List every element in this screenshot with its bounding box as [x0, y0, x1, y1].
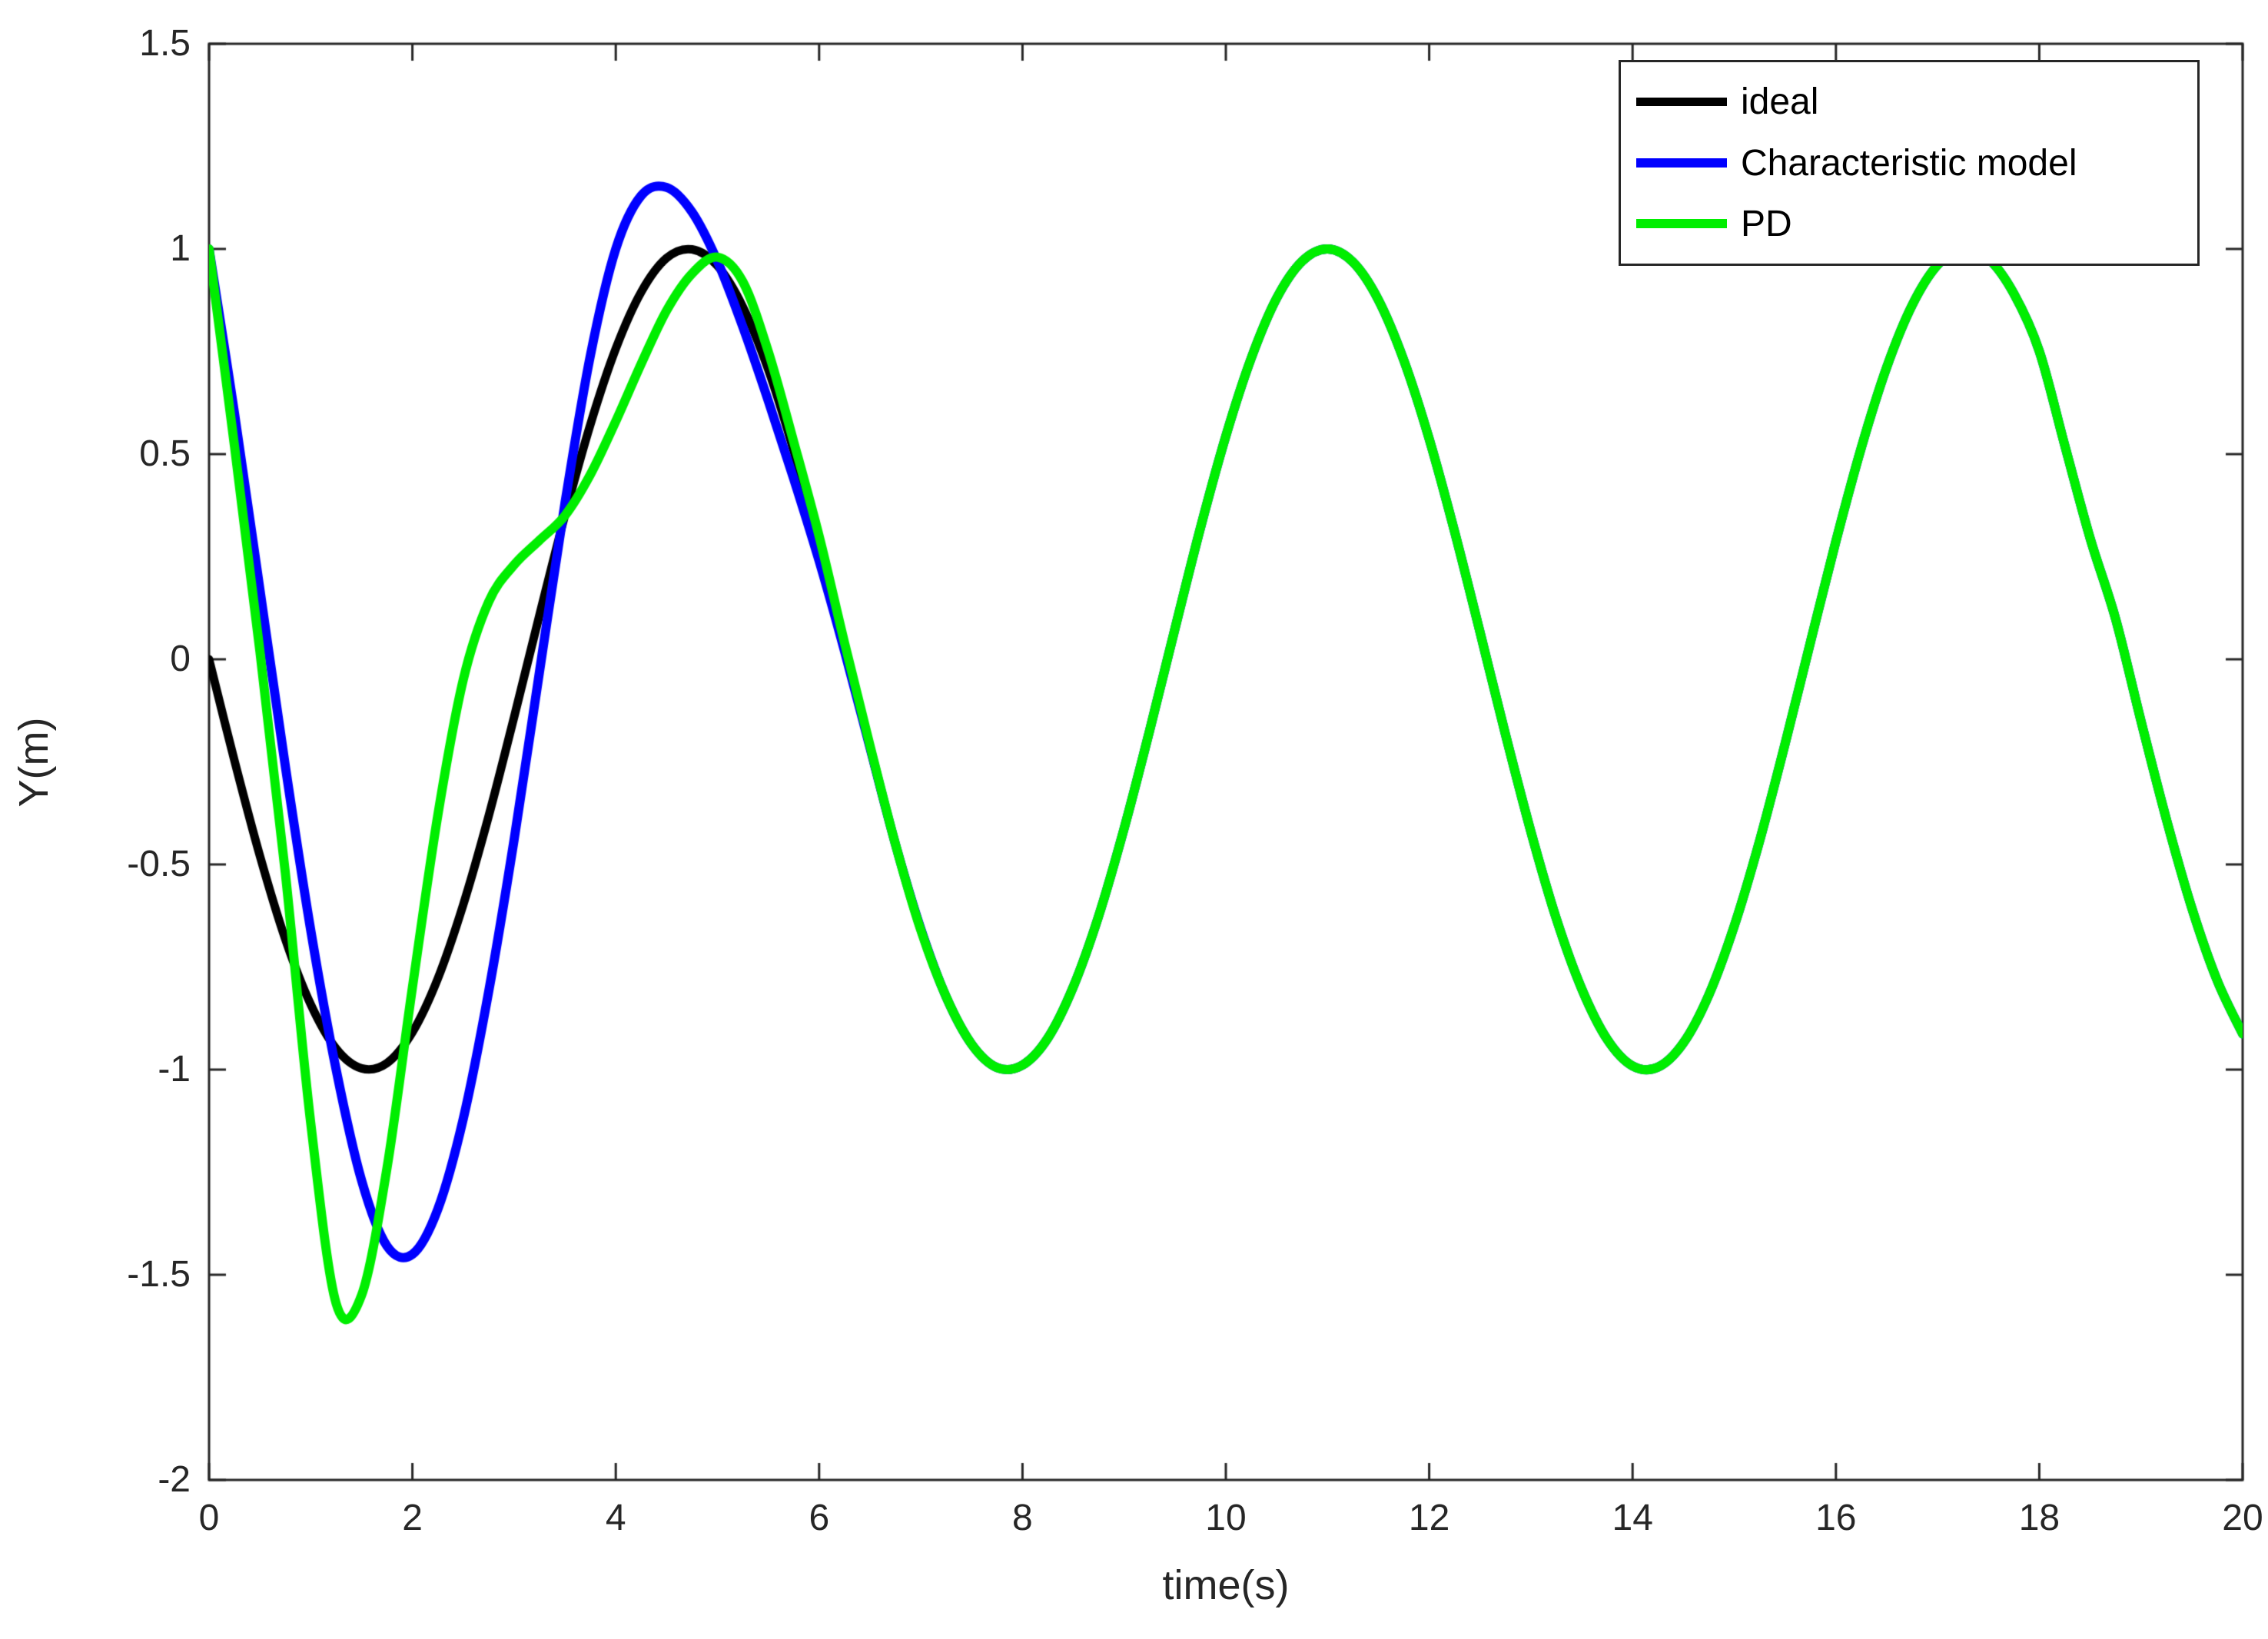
legend-line-swatch-pd [1636, 219, 1727, 229]
y-tick-label: 1 [170, 228, 191, 269]
x-tick-label: 0 [198, 1498, 220, 1538]
legend: ideal Characteristic model PD [1619, 60, 2200, 266]
y-axis-label: Y(m) [11, 717, 57, 807]
y-tick-label: 0.5 [139, 433, 191, 474]
legend-label: Characteristic model [1741, 142, 2077, 184]
x-tick-label: 8 [1012, 1498, 1033, 1538]
legend-item-ideal: ideal [1636, 81, 2197, 123]
x-tick-label: 20 [2222, 1498, 2263, 1538]
legend-line-swatch-ideal [1636, 98, 1727, 107]
x-tick-label: 6 [809, 1498, 830, 1538]
x-tick-label: 16 [1815, 1498, 1857, 1538]
legend-label: PD [1741, 203, 1792, 244]
x-tick-label: 10 [1205, 1498, 1247, 1538]
y-tick-label: -1 [158, 1049, 191, 1090]
x-tick-label: 4 [605, 1498, 626, 1538]
y-tick-label: -2 [158, 1459, 191, 1500]
legend-item-characteristic-model: Characteristic model [1636, 142, 2197, 184]
x-tick-label: 2 [402, 1498, 423, 1538]
x-tick-label: 18 [2018, 1498, 2060, 1538]
legend-item-pd: PD [1636, 203, 2197, 245]
x-tick-label: 12 [1408, 1498, 1450, 1538]
legend-label: ideal [1741, 81, 1819, 123]
y-tick-label: 1.5 [139, 23, 191, 64]
x-tick-label: 14 [1612, 1498, 1653, 1538]
y-tick-label: -0.5 [127, 844, 191, 884]
y-tick-label: -1.5 [127, 1254, 191, 1295]
x-axis-label: time(s) [1162, 1562, 1290, 1608]
legend-line-swatch-characteristic-model [1636, 158, 1727, 168]
y-tick-label: 0 [170, 639, 191, 679]
